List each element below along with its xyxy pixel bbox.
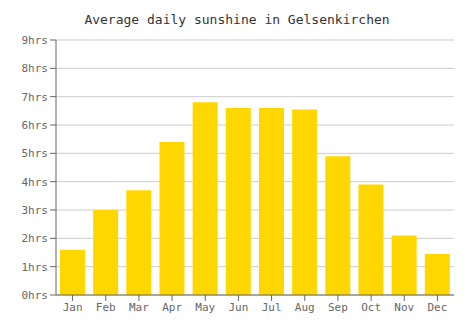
svg-text:9hrs: 9hrs	[22, 34, 49, 47]
svg-text:Jun: Jun	[228, 301, 248, 314]
svg-text:Jul: Jul	[262, 301, 282, 314]
svg-text:Sep: Sep	[328, 301, 348, 314]
svg-text:Jan: Jan	[63, 301, 83, 314]
svg-text:Oct: Oct	[361, 301, 381, 314]
svg-text:6hrs: 6hrs	[22, 119, 49, 132]
svg-text:4hrs: 4hrs	[22, 176, 49, 189]
svg-text:7hrs: 7hrs	[22, 91, 49, 104]
svg-text:3hrs: 3hrs	[22, 204, 49, 217]
svg-text:Nov: Nov	[394, 301, 414, 314]
html-text:Average daily sunshine in Gels: Average daily sunshine in Gelsenkirchen	[84, 12, 390, 27]
svg-text:Apr: Apr	[162, 301, 182, 314]
svg-text:May: May	[195, 301, 215, 314]
svg-text:0hrs: 0hrs	[22, 289, 49, 302]
svg-text:Feb: Feb	[96, 301, 116, 314]
svg-text:Mar: Mar	[129, 301, 149, 314]
svg-text:5hrs: 5hrs	[22, 147, 49, 160]
svg-text:Aug: Aug	[295, 301, 315, 314]
svg-text:8hrs: 8hrs	[22, 62, 49, 75]
svg-text:2hrs: 2hrs	[22, 232, 49, 245]
svg-text:1hrs: 1hrs	[22, 261, 49, 274]
svg-text:Dec: Dec	[427, 301, 447, 314]
